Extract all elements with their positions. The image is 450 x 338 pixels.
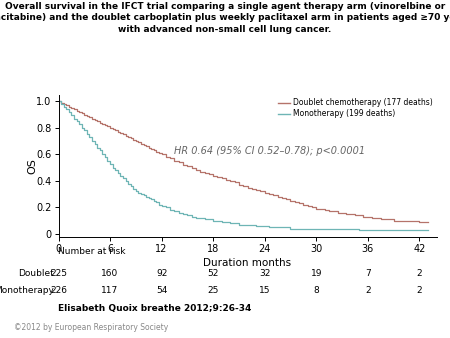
Text: HR 0.64 (95% CI 0.52–0.78); p<0.0001: HR 0.64 (95% CI 0.52–0.78); p<0.0001 [175, 146, 365, 156]
Text: 19: 19 [310, 269, 322, 278]
X-axis label: Duration months: Duration months [203, 258, 292, 268]
Text: 8: 8 [313, 286, 319, 295]
Text: ©2012 by European Respiratory Society: ©2012 by European Respiratory Society [14, 323, 168, 332]
Text: 54: 54 [156, 286, 167, 295]
Text: Monotherapy: Monotherapy [0, 286, 54, 295]
Text: 25: 25 [207, 286, 219, 295]
Text: Doublet: Doublet [18, 269, 54, 278]
Text: 117: 117 [101, 286, 119, 295]
Text: 160: 160 [101, 269, 119, 278]
Text: 226: 226 [50, 286, 67, 295]
Text: Elisabeth Quoix breathe 2012;9:26-34: Elisabeth Quoix breathe 2012;9:26-34 [58, 304, 252, 313]
Text: 92: 92 [156, 269, 167, 278]
Text: 32: 32 [259, 269, 270, 278]
Text: Overall survival in the IFCT trial comparing a single agent therapy arm (vinorel: Overall survival in the IFCT trial compa… [0, 2, 450, 34]
Text: Number at risk: Number at risk [58, 247, 126, 256]
Y-axis label: OS: OS [27, 158, 37, 173]
Text: 2: 2 [365, 286, 371, 295]
Text: 2: 2 [417, 286, 422, 295]
Text: 15: 15 [259, 286, 270, 295]
Text: 52: 52 [207, 269, 219, 278]
Text: 7: 7 [365, 269, 371, 278]
Text: 2: 2 [417, 269, 422, 278]
Text: 225: 225 [50, 269, 67, 278]
Legend: Doublet chemotherapy (177 deaths), Monotherapy (199 deaths): Doublet chemotherapy (177 deaths), Monot… [279, 98, 433, 118]
